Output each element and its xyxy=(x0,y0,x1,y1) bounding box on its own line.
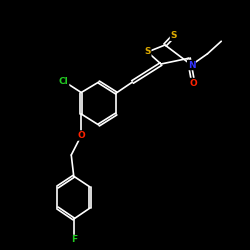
Text: N: N xyxy=(188,60,195,70)
Text: O: O xyxy=(78,131,85,140)
Text: S: S xyxy=(170,31,177,40)
Text: S: S xyxy=(144,48,151,56)
Text: F: F xyxy=(71,236,77,244)
Text: O: O xyxy=(190,78,197,88)
Text: Cl: Cl xyxy=(59,77,69,86)
